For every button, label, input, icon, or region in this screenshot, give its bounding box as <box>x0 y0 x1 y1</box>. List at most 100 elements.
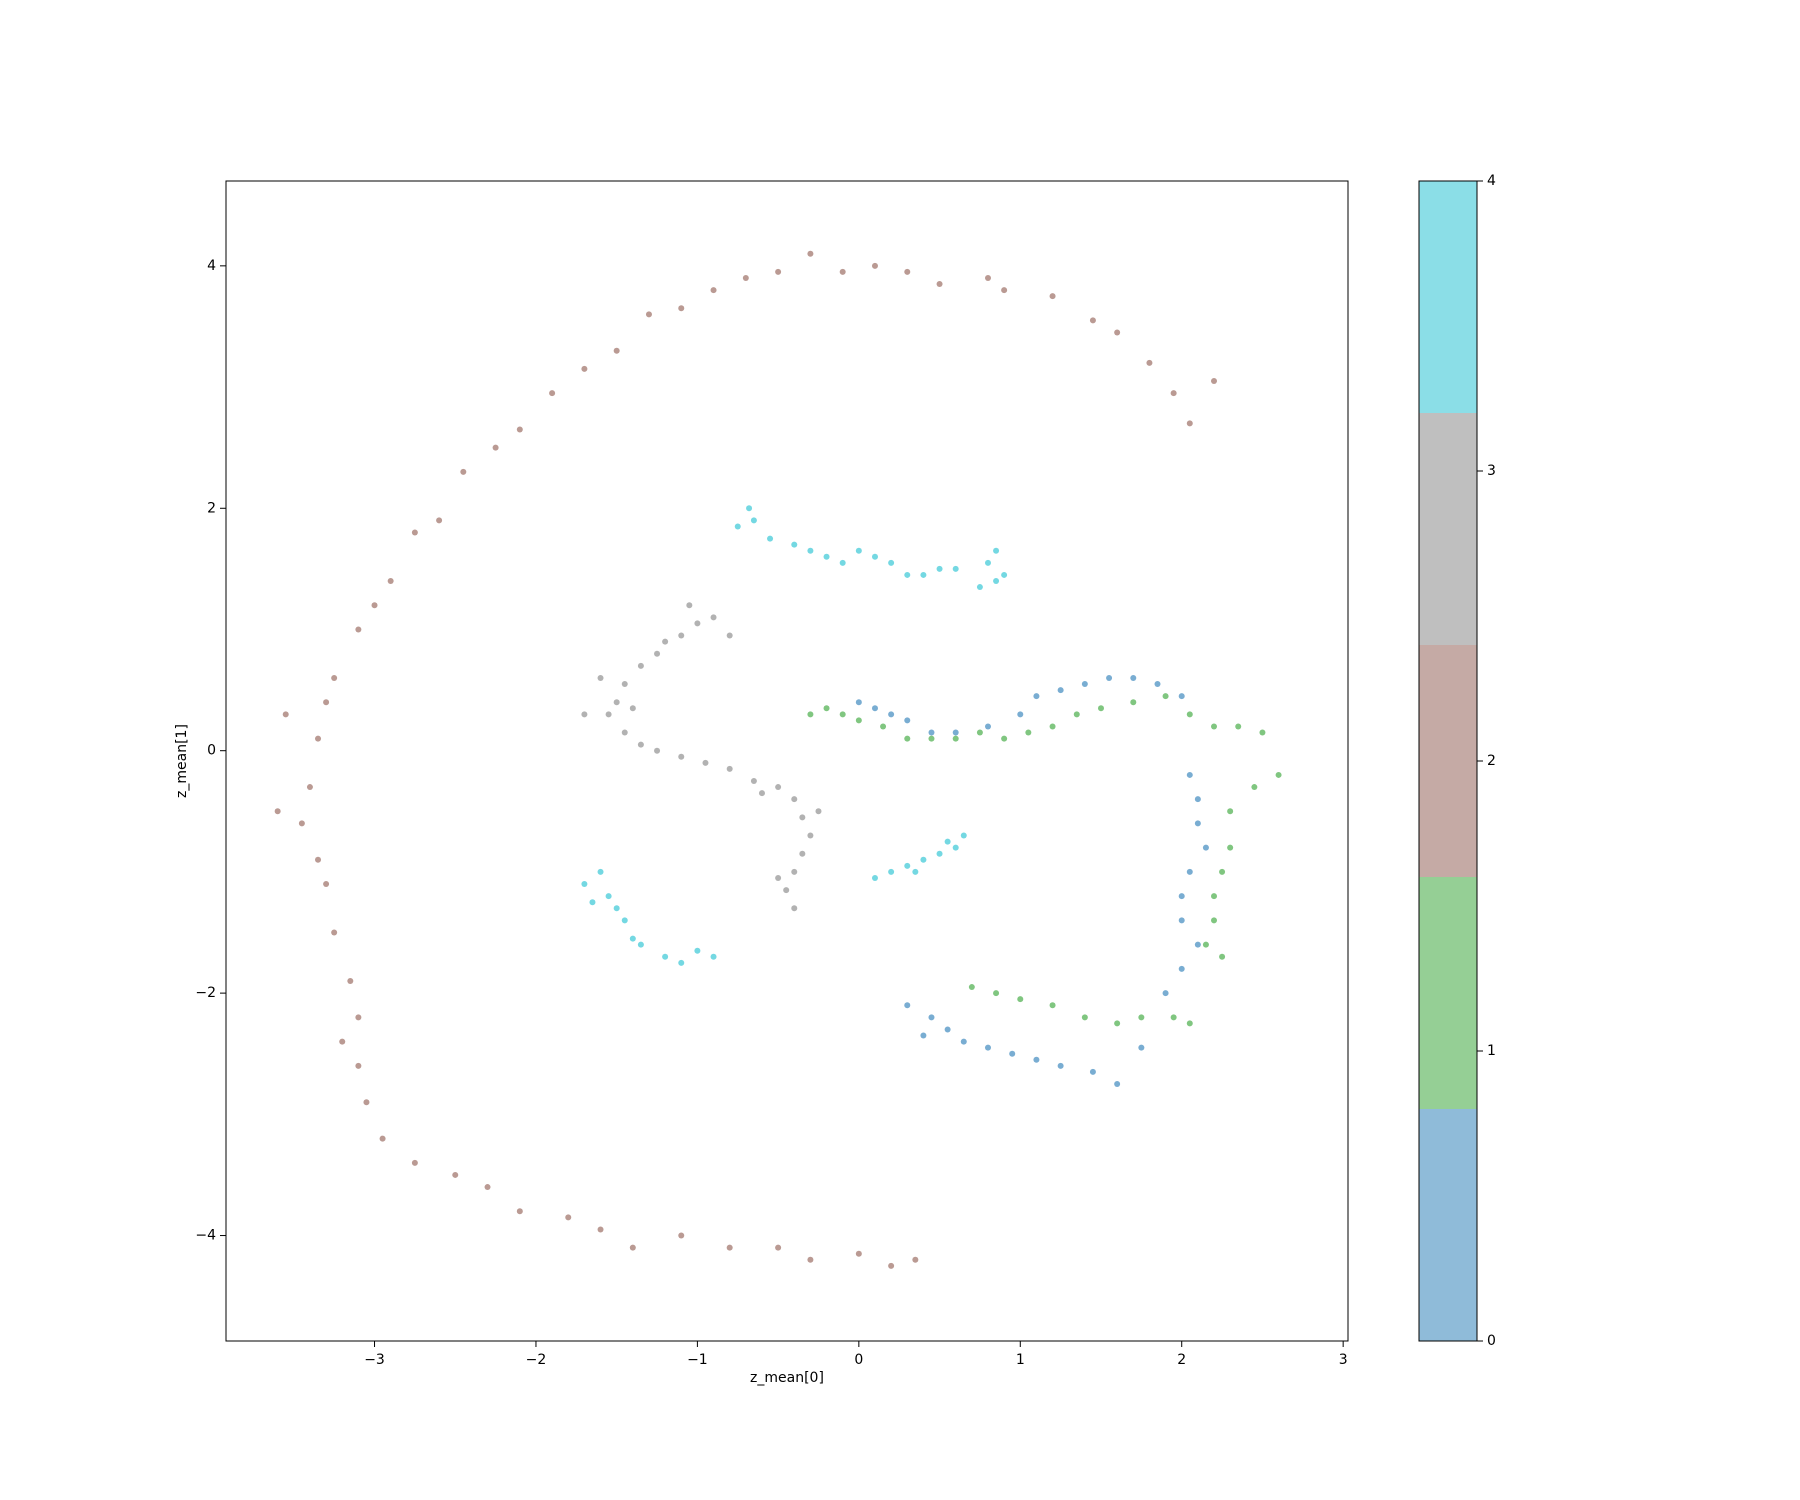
point <box>726 765 733 772</box>
point <box>1106 674 1113 681</box>
point <box>387 578 394 584</box>
point <box>944 1026 951 1033</box>
point <box>993 578 1000 584</box>
point <box>904 1002 911 1009</box>
point <box>1170 1014 1177 1021</box>
point <box>904 717 911 724</box>
point <box>944 838 951 845</box>
point <box>339 1038 346 1045</box>
point <box>742 274 749 281</box>
point <box>1211 378 1218 384</box>
point <box>936 565 943 572</box>
point <box>1017 711 1024 718</box>
point <box>621 681 628 688</box>
x-tick-label: 3 <box>1339 1352 1348 1368</box>
point <box>710 614 717 621</box>
point <box>621 917 628 924</box>
point <box>613 347 620 354</box>
point <box>1170 390 1177 397</box>
point <box>1009 1050 1016 1057</box>
point <box>662 953 669 960</box>
point <box>1162 693 1169 700</box>
point <box>678 632 685 639</box>
point <box>694 947 701 954</box>
point <box>871 874 878 881</box>
point <box>678 959 685 966</box>
x-tick-label: −3 <box>364 1352 385 1368</box>
point <box>1081 681 1088 688</box>
point <box>960 832 967 839</box>
point <box>298 820 305 827</box>
point <box>516 426 523 433</box>
colorbar-segment <box>1419 645 1477 877</box>
point <box>1097 705 1104 712</box>
point <box>1001 287 1008 294</box>
point <box>920 571 927 578</box>
point <box>888 559 895 566</box>
point <box>920 1032 927 1039</box>
point <box>637 662 644 669</box>
colorbar-segment <box>1419 877 1477 1109</box>
point <box>702 759 709 766</box>
point <box>597 674 604 681</box>
point <box>807 547 814 554</box>
point <box>1202 844 1209 851</box>
point <box>581 711 588 718</box>
y-tick-label: −4 <box>195 1228 216 1244</box>
point <box>323 881 330 888</box>
point <box>823 553 830 560</box>
point <box>807 832 814 839</box>
point <box>952 844 959 851</box>
colorbar-segment <box>1419 413 1477 645</box>
point <box>710 953 717 960</box>
point <box>686 602 693 609</box>
point <box>791 796 798 803</box>
point <box>984 274 991 281</box>
point <box>855 547 862 554</box>
point <box>1114 1020 1121 1027</box>
point <box>1049 723 1056 730</box>
colorbar-tick-label: 3 <box>1487 463 1496 479</box>
x-tick-label: 1 <box>1016 1352 1025 1368</box>
point <box>1130 674 1137 681</box>
point <box>1146 359 1153 366</box>
colorbar-tick-label: 1 <box>1487 1043 1496 1059</box>
point <box>613 699 620 706</box>
point <box>1202 941 1209 948</box>
point <box>855 1250 862 1257</box>
point <box>1089 317 1096 324</box>
point <box>621 729 628 736</box>
point <box>1186 420 1193 427</box>
point <box>726 632 733 639</box>
point <box>323 699 330 706</box>
point <box>694 620 701 627</box>
point <box>928 735 935 742</box>
point <box>363 1099 370 1106</box>
point <box>952 565 959 572</box>
x-tick-label: 0 <box>854 1352 863 1368</box>
point <box>1033 693 1040 700</box>
point <box>678 1232 685 1239</box>
point <box>799 850 806 857</box>
point <box>452 1171 459 1178</box>
point <box>629 1244 636 1251</box>
point <box>1211 893 1218 900</box>
point <box>637 741 644 748</box>
point <box>783 887 790 894</box>
point <box>347 978 354 984</box>
point <box>758 790 765 797</box>
point <box>1211 917 1218 924</box>
point <box>1194 941 1201 948</box>
point <box>1186 711 1193 718</box>
point <box>1033 1056 1040 1063</box>
point <box>888 711 895 718</box>
point <box>823 705 830 712</box>
point <box>355 626 362 633</box>
point <box>1211 723 1218 730</box>
colorbar-segment <box>1419 1109 1477 1341</box>
point <box>411 529 418 536</box>
point <box>565 1214 572 1221</box>
point <box>1186 868 1193 875</box>
point <box>750 517 757 524</box>
point <box>1194 796 1201 803</box>
